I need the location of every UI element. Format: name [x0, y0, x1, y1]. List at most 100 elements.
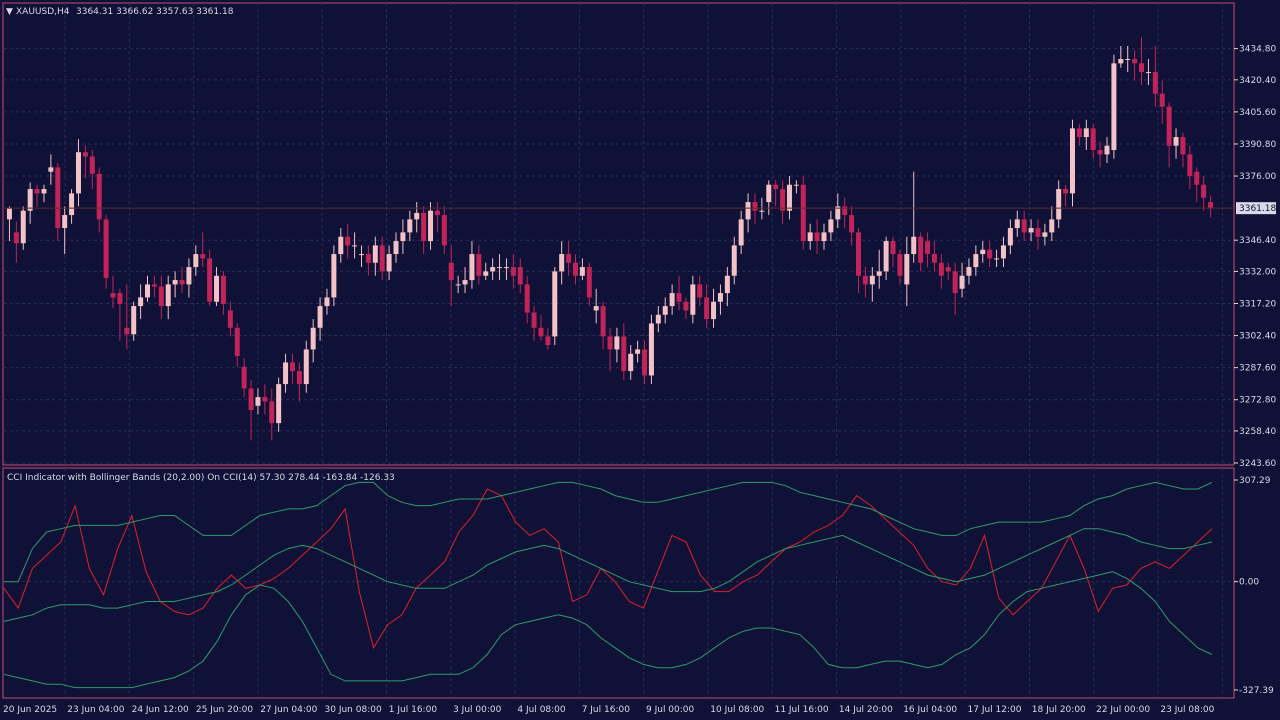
- candle-body: [697, 284, 703, 298]
- candle-body: [186, 267, 192, 285]
- candle-body: [676, 293, 682, 302]
- candle-body: [780, 189, 786, 211]
- candle-body: [731, 245, 737, 276]
- candle-body: [918, 236, 924, 263]
- candle-body: [220, 275, 226, 304]
- indicator-grid: [4, 468, 1234, 698]
- candle-body: [552, 271, 558, 337]
- candle-body: [324, 297, 330, 307]
- price-axis-label: 3346.40: [1239, 236, 1276, 246]
- time-axis-label: 17 Jul 12:00: [968, 705, 1022, 715]
- candle-body: [400, 232, 406, 242]
- candle-body: [614, 336, 620, 350]
- candle-body: [635, 349, 641, 354]
- bollinger-band-line: [3, 528, 1213, 622]
- symbol-header[interactable]: XAUUSD,H4: [16, 7, 70, 17]
- candle-body: [62, 215, 68, 229]
- candle-body: [959, 275, 965, 289]
- candle-body: [441, 215, 447, 246]
- candle-body: [75, 152, 81, 194]
- candle-body: [172, 280, 178, 285]
- candle-body: [690, 284, 696, 315]
- time-axis-label: 20 Jun 2025: [3, 705, 57, 715]
- candle-body: [786, 184, 792, 211]
- candle-body: [490, 267, 496, 272]
- candle-body: [987, 249, 993, 259]
- candle-body: [421, 212, 427, 242]
- price-axis-label: 3243.60: [1239, 459, 1276, 469]
- candle-body: [138, 297, 144, 307]
- candle-body: [193, 254, 199, 268]
- candle-body: [1132, 59, 1138, 64]
- candle-body: [338, 236, 344, 255]
- candle-body: [200, 254, 206, 259]
- candle-body: [248, 388, 254, 411]
- candle-body: [835, 206, 841, 220]
- candle-body: [145, 284, 151, 298]
- candle-body: [269, 401, 275, 424]
- candle-body: [1042, 232, 1048, 237]
- indicator-axis[interactable]: 307.29 0.00 -327.39: [1234, 476, 1274, 696]
- candle-body: [13, 232, 19, 244]
- candle-body: [931, 254, 937, 263]
- candle-body: [1180, 137, 1186, 155]
- price-axis[interactable]: 3434.80 3420.40 3405.60 3390.80 3376.00 3346.…: [1234, 45, 1276, 469]
- candle-body: [669, 293, 675, 307]
- ohlc-readout: 3364.31 3366.62 3357.63 3361.18: [76, 7, 234, 17]
- candle-body: [317, 306, 323, 328]
- candle-body: [821, 232, 827, 242]
- header-dropdown-icon[interactable]: ▼: [6, 7, 13, 17]
- candle-body: [365, 254, 371, 263]
- candle-body: [276, 384, 282, 424]
- candle-body: [1139, 63, 1145, 73]
- candle-body: [856, 232, 862, 276]
- candle-body: [358, 254, 364, 256]
- current-price-tag: 3361.18: [1236, 202, 1276, 215]
- candle-body: [462, 280, 468, 285]
- candle-body: [1201, 184, 1207, 198]
- candle-body: [945, 267, 951, 272]
- candle-body: [1159, 93, 1165, 107]
- candle-body: [586, 267, 592, 298]
- indicator-panel-frame[interactable]: [2, 467, 1235, 699]
- candle-body: [179, 280, 185, 285]
- candle-body: [1125, 59, 1131, 61]
- candle-body: [559, 254, 565, 272]
- indicator-axis-label: 0.00: [1239, 578, 1259, 588]
- candle-body: [1014, 219, 1020, 229]
- candle-body: [545, 336, 551, 346]
- candle-body: [131, 306, 137, 335]
- price-axis-label: 3302.40: [1239, 332, 1276, 342]
- indicator-title[interactable]: CCI Indicator with Bollinger Bands (20,2…: [7, 473, 395, 483]
- candle-body: [1076, 128, 1082, 138]
- time-axis-label: 14 Jul 20:00: [839, 705, 893, 715]
- candle-body: [262, 397, 268, 402]
- candle-body: [41, 189, 47, 194]
- candle-body: [310, 327, 316, 350]
- candle-body: [448, 262, 454, 281]
- candle-body: [849, 215, 855, 233]
- candle-body: [289, 362, 295, 372]
- candle-body: [1097, 150, 1103, 155]
- candle-body: [1111, 63, 1117, 151]
- candle-body: [117, 293, 123, 304]
- price-panel-frame[interactable]: [2, 2, 1235, 466]
- candle-body: [110, 293, 116, 298]
- candle-body: [683, 301, 689, 311]
- candle-body: [296, 371, 302, 385]
- time-axis-label: 11 Jul 16:00: [775, 705, 829, 715]
- candle-body: [1166, 106, 1172, 146]
- price-grid: [4, 3, 1234, 465]
- candle-body: [1056, 189, 1062, 220]
- time-axis-label: 9 Jul 00:00: [646, 705, 695, 715]
- candle-body: [793, 184, 799, 186]
- time-axis-label: 3 Jul 00:00: [453, 705, 502, 715]
- candle-body: [752, 202, 758, 211]
- price-axis-label: 3258.40: [1239, 427, 1276, 437]
- candle-body: [1063, 189, 1069, 194]
- time-axis-label: 1 Jul 16:00: [389, 705, 438, 715]
- candle-body: [234, 327, 240, 356]
- candlestick-series: [6, 37, 1214, 441]
- time-axis[interactable]: 20 Jun 2025 23 Jun 04:00 24 Jun 12:00 25 Ju…: [3, 705, 1215, 715]
